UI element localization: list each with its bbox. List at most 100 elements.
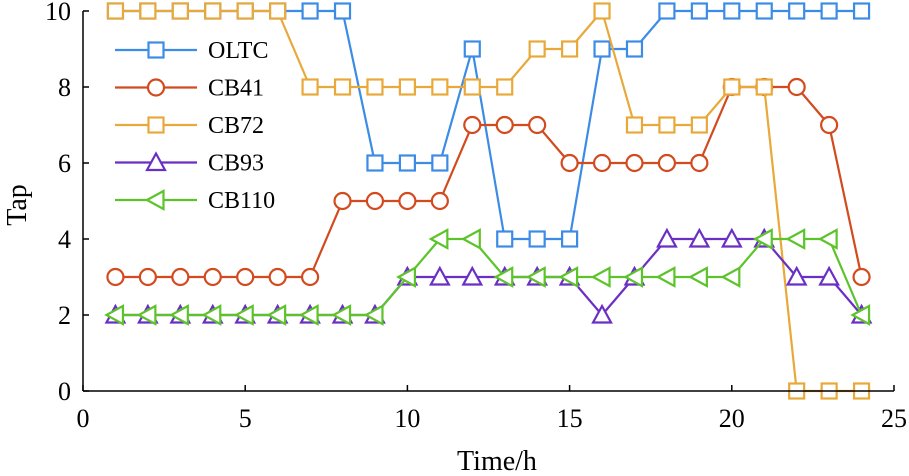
legend-item-cb93: CB93 <box>115 151 264 177</box>
data-point-cb41 <box>236 267 255 287</box>
data-point-cb110 <box>752 228 773 250</box>
data-point-cb110 <box>590 266 611 288</box>
data-point-cb41 <box>625 153 644 173</box>
data-point-cb41 <box>690 153 709 173</box>
data-point-cb110 <box>298 304 319 326</box>
series-cb41 <box>106 77 871 287</box>
data-point-cb110 <box>525 266 546 288</box>
y-tick-label: 4 <box>58 225 71 254</box>
data-point-cb41 <box>560 153 579 173</box>
data-point-cb41 <box>592 153 612 173</box>
legend-item-cb72: CB72 <box>115 113 264 139</box>
data-point-cb110 <box>104 304 125 326</box>
data-point-oltc <box>366 154 384 172</box>
data-point-cb41 <box>300 267 320 287</box>
data-point-cb110 <box>396 266 416 288</box>
data-point-oltc <box>625 40 644 58</box>
data-point-cb110 <box>460 228 481 250</box>
data-point-cb72 <box>463 78 481 96</box>
data-point-cb41 <box>495 115 514 135</box>
data-point-cb72 <box>431 78 449 96</box>
data-point-cb93 <box>461 265 484 286</box>
data-point-cb110 <box>169 304 189 326</box>
legend-item-cb41: CB41 <box>115 76 264 102</box>
data-point-cb72 <box>366 78 384 96</box>
x-axis-label: Time/h <box>457 446 537 476</box>
data-point-oltc <box>658 2 676 20</box>
data-point-cb41 <box>657 153 677 173</box>
data-point-cb110 <box>428 228 449 250</box>
data-point-oltc <box>496 230 514 248</box>
data-point-oltc <box>723 2 741 20</box>
legend-label: CB72 <box>208 113 264 139</box>
y-tick-label: 10 <box>45 0 71 26</box>
data-point-cb93 <box>785 265 808 286</box>
data-point-cb110 <box>558 266 579 288</box>
data-point-oltc <box>463 40 481 58</box>
data-point-oltc <box>755 2 773 20</box>
data-point-cb72 <box>496 78 514 96</box>
data-point-cb110 <box>720 266 741 288</box>
data-point-cb110 <box>233 304 254 326</box>
data-point-cb72 <box>560 40 579 58</box>
data-point-cb93 <box>688 227 711 248</box>
data-point-cb110 <box>266 304 287 326</box>
x-tick-label: 20 <box>719 404 745 433</box>
data-point-cb72 <box>723 78 741 96</box>
data-point-cb110 <box>655 266 676 288</box>
data-point-cb41 <box>430 191 449 211</box>
data-point-oltc <box>333 2 352 20</box>
x-tick-label: 5 <box>239 404 252 433</box>
data-point-cb72 <box>204 2 222 20</box>
data-point-cb72 <box>528 40 546 58</box>
data-point-cb41 <box>398 191 417 211</box>
data-point-cb72 <box>236 2 254 20</box>
data-point-cb72 <box>625 116 644 134</box>
data-point-cb72 <box>106 2 125 20</box>
legend-item-cb110: CB110 <box>115 188 275 214</box>
data-point-cb110 <box>623 266 644 288</box>
data-point-cb93 <box>818 265 840 286</box>
data-point-cb41 <box>852 267 871 287</box>
y-tick-label: 6 <box>58 149 71 178</box>
data-point-cb72 <box>658 116 676 134</box>
data-point-cb72 <box>690 116 708 134</box>
data-point-cb72 <box>139 2 157 20</box>
data-point-cb72 <box>755 78 773 96</box>
data-point-oltc <box>690 2 708 20</box>
data-point-cb72 <box>269 2 287 20</box>
y-tick-label: 8 <box>58 73 71 102</box>
x-tick-label: 25 <box>881 404 907 433</box>
data-point-oltc <box>593 40 611 58</box>
data-point-cb41 <box>365 191 385 211</box>
data-point-cb41 <box>820 115 839 135</box>
data-point-cb93 <box>428 265 451 286</box>
legend-swatch-marker <box>146 78 166 97</box>
data-point-oltc <box>560 230 579 248</box>
y-axis-label: Tap <box>2 184 33 226</box>
data-point-cb41 <box>333 191 352 211</box>
data-point-cb110 <box>363 304 384 326</box>
data-point-cb93 <box>720 227 743 248</box>
data-point-cb41 <box>106 267 125 287</box>
data-point-oltc <box>431 154 449 172</box>
data-point-cb72 <box>593 2 611 20</box>
data-point-cb72 <box>398 78 416 96</box>
data-point-cb72 <box>333 78 352 96</box>
data-point-oltc <box>788 2 806 20</box>
data-point-cb72 <box>301 78 319 96</box>
legend: OLTC CB41 CB72 CB93 CB110 <box>115 38 275 214</box>
data-point-cb110 <box>850 304 871 326</box>
data-point-cb110 <box>493 266 514 288</box>
x-tick-label: 10 <box>394 404 420 433</box>
data-point-cb41 <box>463 115 482 135</box>
data-point-cb41 <box>787 77 806 97</box>
data-point-oltc <box>852 2 871 20</box>
legend-item-oltc: OLTC <box>115 38 268 64</box>
legend-swatch-marker <box>147 116 165 134</box>
series-layer <box>104 2 873 400</box>
data-point-cb41 <box>528 115 547 135</box>
legend-label: CB93 <box>208 151 264 177</box>
axes: 0 5 10 15 20 25 0 2 4 6 8 10 <box>45 0 907 433</box>
